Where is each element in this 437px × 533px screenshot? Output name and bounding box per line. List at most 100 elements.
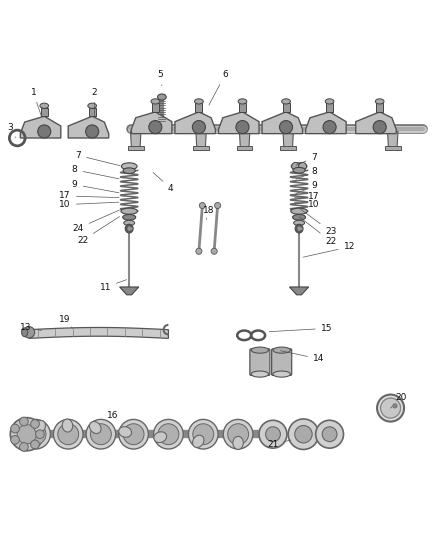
Text: 17: 17	[295, 192, 319, 201]
Polygon shape	[239, 132, 250, 147]
Ellipse shape	[238, 99, 247, 104]
Text: 9: 9	[72, 180, 119, 193]
Text: 14: 14	[281, 351, 324, 364]
Circle shape	[17, 425, 36, 444]
Ellipse shape	[325, 99, 334, 104]
Ellipse shape	[294, 220, 305, 225]
Ellipse shape	[125, 224, 133, 233]
Text: 5: 5	[157, 70, 163, 86]
Ellipse shape	[90, 422, 101, 433]
Circle shape	[35, 430, 44, 439]
Polygon shape	[132, 112, 172, 134]
FancyBboxPatch shape	[272, 349, 291, 375]
Polygon shape	[283, 132, 293, 147]
Circle shape	[90, 424, 111, 445]
Ellipse shape	[322, 427, 337, 442]
Ellipse shape	[375, 99, 384, 104]
Polygon shape	[356, 112, 396, 134]
Bar	[239, 103, 246, 112]
Text: 4: 4	[153, 173, 173, 192]
Text: 24: 24	[73, 210, 119, 233]
Ellipse shape	[62, 419, 73, 432]
Bar	[385, 146, 401, 150]
Ellipse shape	[292, 214, 305, 220]
Ellipse shape	[21, 328, 28, 337]
Ellipse shape	[123, 214, 136, 220]
Bar	[89, 108, 96, 116]
Ellipse shape	[124, 220, 135, 225]
Bar	[326, 103, 333, 112]
Circle shape	[58, 424, 79, 445]
Circle shape	[23, 327, 35, 338]
Circle shape	[223, 419, 253, 449]
Circle shape	[20, 417, 28, 426]
Bar	[281, 146, 296, 150]
Ellipse shape	[123, 168, 135, 174]
Circle shape	[149, 120, 162, 134]
Circle shape	[188, 419, 218, 449]
Text: 22: 22	[77, 216, 119, 245]
Ellipse shape	[381, 398, 401, 418]
Ellipse shape	[291, 208, 307, 214]
Ellipse shape	[266, 427, 281, 442]
Bar	[283, 103, 289, 112]
Circle shape	[86, 419, 116, 449]
Ellipse shape	[151, 99, 160, 104]
Polygon shape	[29, 327, 168, 338]
Text: 2: 2	[91, 88, 97, 116]
Polygon shape	[305, 112, 346, 134]
Text: 7: 7	[75, 151, 120, 166]
Text: 13: 13	[20, 323, 42, 332]
Circle shape	[228, 424, 249, 445]
Circle shape	[10, 435, 19, 444]
FancyBboxPatch shape	[250, 349, 270, 375]
Ellipse shape	[119, 426, 132, 437]
Polygon shape	[196, 132, 206, 147]
Circle shape	[38, 125, 51, 138]
Ellipse shape	[259, 421, 287, 448]
Text: 10: 10	[59, 200, 119, 209]
Text: 15: 15	[269, 324, 332, 333]
Text: 8: 8	[72, 165, 119, 179]
Ellipse shape	[121, 208, 138, 214]
Ellipse shape	[157, 94, 166, 100]
Ellipse shape	[251, 347, 269, 353]
Circle shape	[393, 403, 397, 408]
Ellipse shape	[316, 421, 343, 448]
Circle shape	[280, 120, 292, 134]
Circle shape	[373, 120, 386, 134]
Text: 7: 7	[296, 153, 317, 165]
Text: 11: 11	[100, 280, 127, 292]
Ellipse shape	[154, 432, 166, 442]
Text: 21: 21	[267, 440, 291, 449]
Ellipse shape	[291, 163, 299, 170]
Ellipse shape	[377, 394, 404, 422]
Ellipse shape	[35, 421, 45, 433]
Circle shape	[215, 203, 221, 208]
Polygon shape	[175, 112, 215, 134]
Circle shape	[86, 125, 99, 138]
Text: 16: 16	[108, 411, 119, 420]
Text: 12: 12	[303, 243, 355, 257]
Text: 20: 20	[391, 393, 407, 408]
Circle shape	[21, 419, 50, 449]
Ellipse shape	[233, 437, 243, 449]
Circle shape	[196, 248, 202, 254]
Circle shape	[192, 120, 205, 134]
Ellipse shape	[193, 435, 204, 448]
Polygon shape	[20, 116, 61, 138]
Circle shape	[199, 203, 205, 208]
Bar	[195, 103, 202, 112]
Ellipse shape	[295, 425, 312, 443]
Circle shape	[158, 424, 179, 445]
Ellipse shape	[291, 163, 307, 170]
Circle shape	[236, 120, 249, 134]
Circle shape	[25, 424, 46, 445]
Circle shape	[323, 120, 336, 134]
Ellipse shape	[282, 99, 290, 104]
Polygon shape	[131, 132, 141, 147]
Polygon shape	[262, 112, 302, 134]
Polygon shape	[68, 116, 109, 138]
Circle shape	[10, 418, 43, 451]
Polygon shape	[120, 287, 139, 295]
